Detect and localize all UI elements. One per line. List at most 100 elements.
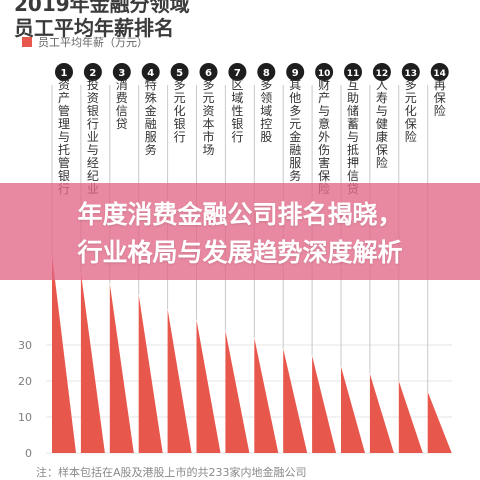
- category-label-char: 储: [347, 103, 359, 118]
- category-label-char: 银: [58, 169, 70, 183]
- source-note: 注：样本包括在A股及港股上市的共233家内地金融公司: [36, 466, 307, 479]
- category-label-char: 控: [260, 117, 272, 131]
- category-label-char: 健: [376, 117, 388, 131]
- rank-badge: [112, 63, 131, 81]
- category-label-char: 行: [174, 130, 186, 144]
- headline-overlay: [0, 183, 480, 280]
- rank-number: 12: [376, 69, 389, 79]
- rank-badge: [372, 63, 391, 81]
- category-label-char: 性: [231, 104, 243, 118]
- bar: [138, 294, 163, 453]
- category-label-char: 理: [58, 117, 70, 131]
- category-label-char: 险: [376, 155, 388, 170]
- category-label-char: 与: [87, 143, 99, 157]
- category-label-char: 费: [116, 91, 128, 105]
- category-label-char: 贷: [116, 117, 128, 131]
- rank-number: 11: [347, 69, 360, 79]
- category-label-char: 元: [405, 91, 417, 105]
- bar: [427, 391, 452, 453]
- category-label-char: 多: [260, 78, 272, 92]
- category-label-char: 服: [289, 156, 301, 170]
- category-label-char: 与: [376, 104, 388, 118]
- legend-label: 员工平均年薪（万元）: [38, 36, 148, 49]
- category-label-char: 银: [231, 117, 243, 131]
- category-label-char: 险: [405, 129, 417, 144]
- bar: [225, 330, 250, 453]
- category-label-char: 本: [202, 117, 214, 131]
- rank-number: 14: [433, 69, 446, 79]
- category-label-char: 助: [347, 91, 359, 105]
- rank-badge: [83, 63, 102, 81]
- category-label-char: 特: [145, 77, 157, 92]
- category-label-char: 保: [434, 91, 446, 105]
- bar: [341, 366, 365, 453]
- category-label-char: 域: [260, 104, 272, 118]
- category-label-char: 务: [289, 168, 301, 183]
- category-label-char: 人: [376, 78, 388, 92]
- category-label-char: 融: [289, 143, 301, 157]
- category-label-char: 害: [318, 155, 330, 170]
- category-label-char: 股: [260, 130, 272, 144]
- category-label-char: 伤: [318, 143, 330, 157]
- rank-number: 9: [292, 68, 299, 79]
- category-label-char: 元: [174, 91, 186, 105]
- category-label-char: 殊: [145, 90, 157, 105]
- chart-title: 2019年金融分领域 员工平均年薪排名: [14, 0, 454, 40]
- category-label-char: 场: [202, 143, 214, 157]
- category-label-char: 产: [58, 91, 70, 105]
- category-label-char: 其: [289, 78, 301, 92]
- category-label-char: 元: [289, 117, 301, 131]
- category-label-char: 康: [376, 129, 388, 144]
- rank-badge: [55, 63, 73, 81]
- rank-badge: [401, 63, 420, 81]
- rank-badge: [199, 63, 218, 81]
- category-label-char: 域: [231, 91, 243, 105]
- rank-number: 4: [147, 68, 154, 79]
- category-label-char: 托: [58, 143, 70, 157]
- headline-line-1: 年度消费金融公司排名揭晓，: [77, 200, 403, 229]
- category-label-char: 消: [116, 78, 128, 92]
- category-label-char: 元: [202, 91, 214, 105]
- category-label-char: 信: [347, 169, 359, 183]
- category-label-char: 纪: [87, 169, 99, 183]
- category-label-char: 行: [231, 130, 243, 144]
- rank-number: 10: [318, 69, 331, 79]
- bar: [196, 319, 221, 453]
- y-tick-label: 20: [18, 375, 32, 388]
- category-label-char: 银: [87, 104, 99, 118]
- category-label-char: 信: [116, 104, 128, 118]
- rank-badge: [141, 63, 160, 81]
- category-label-char: 押: [347, 156, 359, 170]
- category-label-char: 再: [434, 78, 446, 92]
- category-label-char: 融: [145, 117, 157, 131]
- category-label-char: 寿: [376, 91, 388, 105]
- bar: [369, 373, 394, 453]
- category-label-char: 蓄: [347, 117, 359, 131]
- y-tick-label: 30: [18, 339, 32, 352]
- category-label-char: 业: [87, 130, 99, 144]
- category-label-char: 务: [145, 142, 157, 157]
- category-label-char: 多: [202, 78, 214, 92]
- category-label-char: 银: [174, 117, 186, 131]
- bar: [109, 283, 134, 453]
- category-label-char: 领: [260, 91, 272, 105]
- rank-badge: [286, 63, 305, 81]
- chart-legend: 员工平均年薪（万元）: [22, 35, 148, 49]
- rank-badge: [257, 63, 276, 81]
- rank-badge: [170, 63, 189, 81]
- rank-badge: [228, 63, 247, 81]
- category-label-char: 抵: [347, 143, 359, 157]
- rank-number: 1: [61, 68, 68, 79]
- y-tick-label: 0: [25, 447, 32, 460]
- category-label-char: 产: [318, 91, 330, 105]
- chart-title-line-1: 2019年金融分领域: [14, 0, 190, 16]
- bar: [52, 255, 76, 453]
- category-label-char: 与: [58, 130, 70, 144]
- bar: [398, 381, 423, 453]
- category-label-char: 意: [318, 116, 330, 131]
- rank-badge: [344, 63, 362, 81]
- category-label-char: 与: [347, 130, 359, 144]
- category-label-char: 化: [405, 104, 417, 118]
- y-tick-label: 10: [18, 411, 32, 424]
- category-label-char: 投: [87, 77, 99, 92]
